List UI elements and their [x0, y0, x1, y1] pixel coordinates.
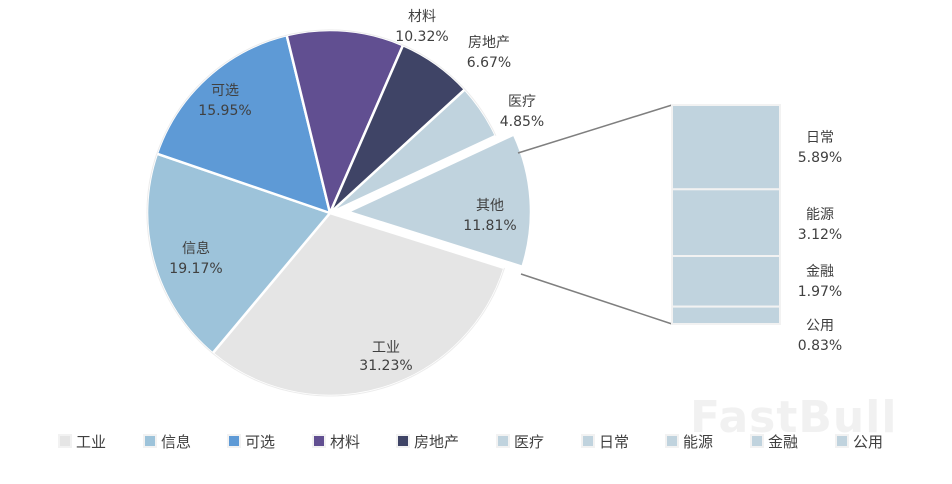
legend-label: 信息 [161, 432, 192, 451]
legend-label: 金融 [768, 432, 799, 451]
legend-item-jinrong[interactable]: 金融 [750, 428, 799, 454]
label-nengyuan-name: 能源 [806, 207, 834, 223]
legend-item-yiliao[interactable]: 医疗 [496, 428, 545, 454]
secondary-bar [671, 104, 781, 326]
label-qita-name: 其他 [476, 198, 504, 214]
label-qita-pct: 11.81% [463, 218, 516, 234]
label-gongyong-name: 公用 [806, 318, 834, 334]
legend-label: 日常 [599, 432, 630, 451]
legend-item-fangdichan[interactable]: 房地产 [396, 428, 460, 454]
label-nengyuan-pct: 3.12% [798, 227, 842, 243]
legend-item-cailiao[interactable]: 材料 [312, 428, 361, 454]
label-richang-pct: 5.89% [798, 150, 842, 166]
legend-swatch-icon [665, 434, 679, 448]
connector-top [517, 104, 673, 154]
legend: 工业 信息 可选 材料 房地产 医疗 日常 能源 金融 公用 [0, 428, 952, 454]
legend-label: 房地产 [414, 432, 460, 451]
label-yiliao-pct: 4.85% [500, 114, 544, 130]
legend-swatch-icon [750, 434, 764, 448]
legend-item-gongyong[interactable]: 公用 [835, 428, 884, 454]
label-fangdichan-pct: 6.67% [467, 55, 511, 71]
legend-swatch-icon [312, 434, 326, 448]
bar-segment-jinrong[interactable] [671, 255, 781, 308]
legend-label: 工业 [76, 432, 107, 451]
legend-label: 能源 [683, 432, 714, 451]
bar-segment-nengyuan[interactable] [671, 188, 781, 257]
label-cailiao-name: 材料 [408, 9, 436, 25]
label-cailiao-pct: 10.32% [395, 29, 448, 45]
slice-qita[interactable] [346, 133, 533, 269]
label-fangdichan-name: 房地产 [468, 35, 510, 51]
legend-item-xinxi[interactable]: 信息 [143, 428, 192, 454]
label-kexuan-name: 可选 [211, 83, 239, 99]
label-gongye-pct: 31.23% [359, 358, 412, 374]
label-xinxi-pct: 19.17% [169, 261, 222, 277]
legend-swatch-icon [496, 434, 510, 448]
legend-item-nengyuan[interactable]: 能源 [665, 428, 714, 454]
label-xinxi-name: 信息 [182, 240, 210, 257]
legend-label: 医疗 [514, 432, 545, 451]
label-jinrong-name: 金融 [806, 264, 834, 280]
legend-swatch-icon [581, 434, 595, 448]
bar-segment-gongyong[interactable] [671, 305, 781, 326]
legend-item-kexuan[interactable]: 可选 [227, 428, 276, 454]
legend-swatch-icon [143, 434, 157, 448]
legend-item-gongye[interactable]: 工业 [58, 428, 107, 454]
label-kexuan-pct: 15.95% [198, 103, 251, 119]
connector-bottom [520, 273, 673, 325]
legend-swatch-icon [227, 434, 241, 448]
bar-labels: 日常 5.89% 能源 3.12% 金融 1.97% 公用 0.83% [798, 130, 842, 354]
label-yiliao-name: 医疗 [508, 94, 536, 110]
legend-label: 可选 [245, 432, 276, 451]
label-richang-name: 日常 [806, 130, 834, 146]
pie-outline [146, 29, 505, 397]
legend-label: 材料 [330, 432, 361, 451]
label-gongyong-pct: 0.83% [798, 338, 842, 354]
pie-labels: 工业 31.23% 信息 19.17% 可选 15.95% 材料 10.32% … [169, 9, 544, 374]
label-gongye-name: 工业 [372, 340, 400, 356]
pie [145, 28, 533, 398]
legend-item-richang[interactable]: 日常 [581, 428, 630, 454]
legend-swatch-icon [835, 434, 849, 448]
bar-segment-richang[interactable] [671, 104, 781, 191]
legend-swatch-icon [396, 434, 410, 448]
legend-swatch-icon [58, 434, 72, 448]
label-jinrong-pct: 1.97% [798, 284, 842, 300]
legend-label: 公用 [853, 432, 884, 451]
